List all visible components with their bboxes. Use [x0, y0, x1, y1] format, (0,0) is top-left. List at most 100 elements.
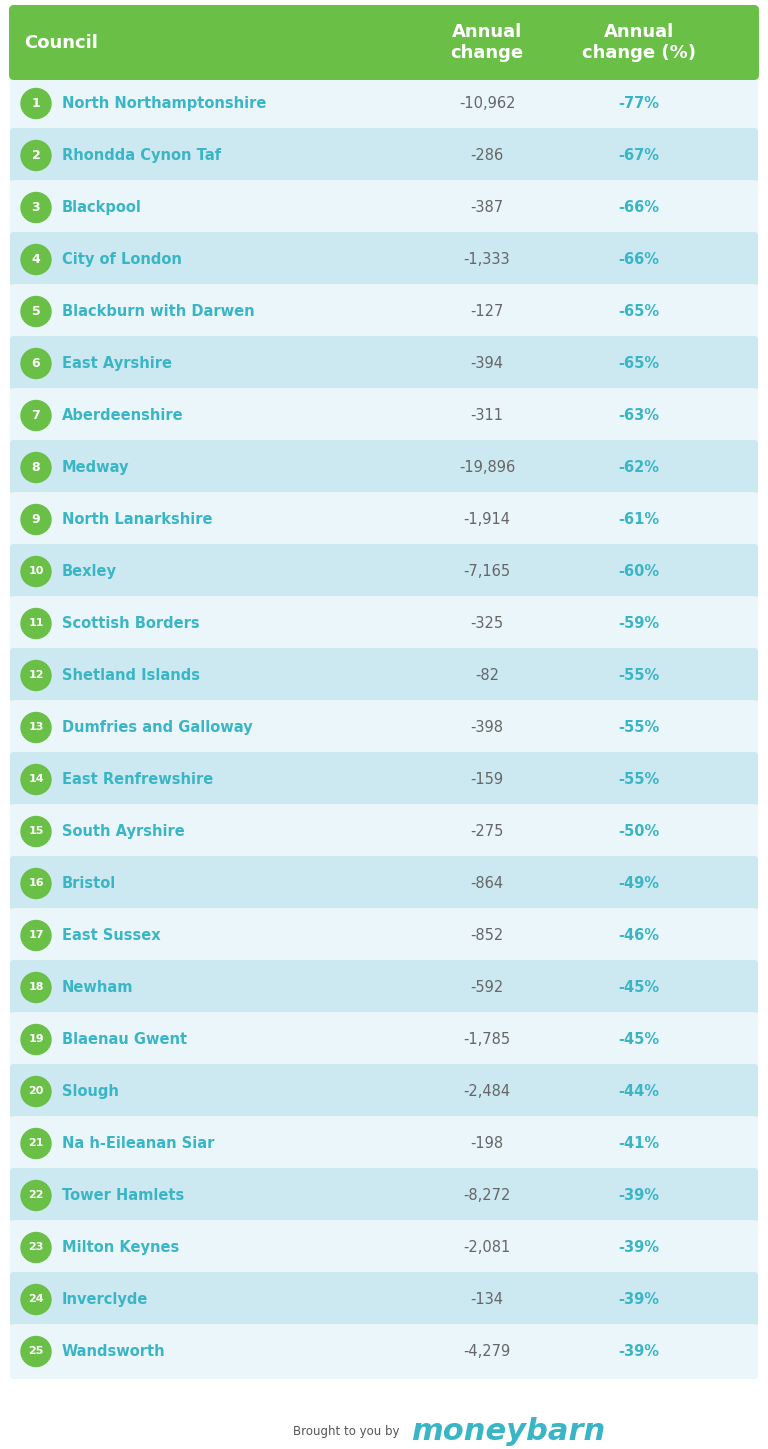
Text: Wandsworth: Wandsworth: [62, 1345, 166, 1359]
Text: 2: 2: [31, 149, 41, 162]
Text: 4: 4: [31, 254, 41, 267]
Text: -1,333: -1,333: [464, 252, 510, 267]
Text: 17: 17: [28, 930, 44, 940]
FancyBboxPatch shape: [10, 1220, 758, 1275]
Circle shape: [21, 972, 51, 1003]
Text: -39%: -39%: [618, 1188, 660, 1203]
Text: 23: 23: [28, 1242, 44, 1252]
Text: -2,081: -2,081: [463, 1240, 511, 1255]
FancyBboxPatch shape: [10, 128, 758, 183]
FancyBboxPatch shape: [10, 336, 758, 391]
Text: -61%: -61%: [618, 511, 660, 527]
Circle shape: [21, 88, 51, 119]
Text: East Ayrshire: East Ayrshire: [62, 356, 172, 371]
Text: 16: 16: [28, 878, 44, 888]
Circle shape: [21, 1077, 51, 1107]
Text: -49%: -49%: [618, 877, 660, 891]
Text: -65%: -65%: [618, 356, 660, 371]
Circle shape: [21, 400, 51, 430]
Text: -55%: -55%: [618, 772, 660, 787]
Text: -394: -394: [471, 356, 504, 371]
Text: 6: 6: [31, 356, 40, 369]
Circle shape: [21, 193, 51, 223]
Text: -44%: -44%: [618, 1084, 660, 1098]
Text: 12: 12: [28, 671, 44, 681]
Text: -45%: -45%: [618, 1032, 660, 1048]
Text: Inverclyde: Inverclyde: [62, 1293, 148, 1307]
Text: Council: Council: [24, 33, 98, 52]
FancyBboxPatch shape: [10, 961, 758, 1014]
Text: Dumfries and Galloway: Dumfries and Galloway: [62, 720, 253, 735]
FancyBboxPatch shape: [10, 1116, 758, 1171]
Text: 24: 24: [28, 1294, 44, 1304]
Text: -2,484: -2,484: [463, 1084, 511, 1098]
Circle shape: [21, 1129, 51, 1159]
Text: North Northamptonshire: North Northamptonshire: [62, 96, 266, 112]
Text: Scottish Borders: Scottish Borders: [62, 616, 200, 630]
Text: Medway: Medway: [62, 459, 130, 475]
Text: 5: 5: [31, 304, 41, 317]
FancyBboxPatch shape: [10, 1011, 758, 1066]
Text: 15: 15: [28, 826, 44, 836]
Circle shape: [21, 1024, 51, 1055]
Circle shape: [21, 452, 51, 483]
FancyBboxPatch shape: [10, 1168, 758, 1223]
FancyBboxPatch shape: [9, 4, 759, 80]
Text: City of London: City of London: [62, 252, 182, 267]
FancyBboxPatch shape: [10, 752, 758, 807]
FancyBboxPatch shape: [10, 493, 758, 548]
Text: -387: -387: [471, 200, 504, 214]
Text: -8,272: -8,272: [463, 1188, 511, 1203]
Circle shape: [21, 661, 51, 691]
Text: Milton Keynes: Milton Keynes: [62, 1240, 179, 1255]
FancyBboxPatch shape: [10, 284, 758, 339]
Text: -66%: -66%: [618, 200, 660, 214]
Text: -50%: -50%: [618, 824, 660, 839]
Text: -39%: -39%: [618, 1293, 660, 1307]
FancyBboxPatch shape: [10, 856, 758, 911]
Text: -1,914: -1,914: [464, 511, 511, 527]
Circle shape: [21, 297, 51, 326]
Text: -41%: -41%: [618, 1136, 660, 1151]
Text: -46%: -46%: [618, 927, 660, 943]
Circle shape: [21, 1336, 51, 1366]
Text: -311: -311: [471, 409, 504, 423]
Circle shape: [21, 504, 51, 535]
Text: 13: 13: [28, 723, 44, 733]
Circle shape: [21, 920, 51, 951]
Text: -127: -127: [470, 304, 504, 319]
Text: Newham: Newham: [62, 980, 134, 995]
Text: -55%: -55%: [618, 720, 660, 735]
Text: Blackburn with Darwen: Blackburn with Darwen: [62, 304, 255, 319]
Text: 14: 14: [28, 775, 44, 784]
Circle shape: [21, 141, 51, 171]
Text: 7: 7: [31, 409, 41, 422]
Circle shape: [21, 868, 51, 898]
Text: -55%: -55%: [618, 668, 660, 682]
Text: 10: 10: [28, 567, 44, 577]
Text: -398: -398: [471, 720, 504, 735]
Text: -66%: -66%: [618, 252, 660, 267]
Text: 9: 9: [31, 513, 40, 526]
Text: Aberdeenshire: Aberdeenshire: [62, 409, 184, 423]
Circle shape: [21, 1284, 51, 1314]
Text: East Renfrewshire: East Renfrewshire: [62, 772, 214, 787]
Circle shape: [21, 765, 51, 794]
Text: -325: -325: [471, 616, 504, 630]
Text: -59%: -59%: [618, 616, 660, 630]
Text: Tower Hamlets: Tower Hamlets: [62, 1188, 184, 1203]
FancyBboxPatch shape: [10, 543, 758, 598]
Circle shape: [21, 245, 51, 274]
FancyBboxPatch shape: [10, 648, 758, 703]
Text: -60%: -60%: [618, 564, 660, 580]
Text: -45%: -45%: [618, 980, 660, 995]
Text: -63%: -63%: [618, 409, 660, 423]
Text: Na h-Eileanan Siar: Na h-Eileanan Siar: [62, 1136, 214, 1151]
FancyBboxPatch shape: [10, 700, 758, 755]
FancyBboxPatch shape: [10, 804, 758, 859]
Text: Bexley: Bexley: [62, 564, 117, 580]
Text: -19,896: -19,896: [458, 459, 515, 475]
Text: 11: 11: [28, 619, 44, 629]
Text: Bristol: Bristol: [62, 877, 116, 891]
FancyBboxPatch shape: [10, 75, 758, 130]
